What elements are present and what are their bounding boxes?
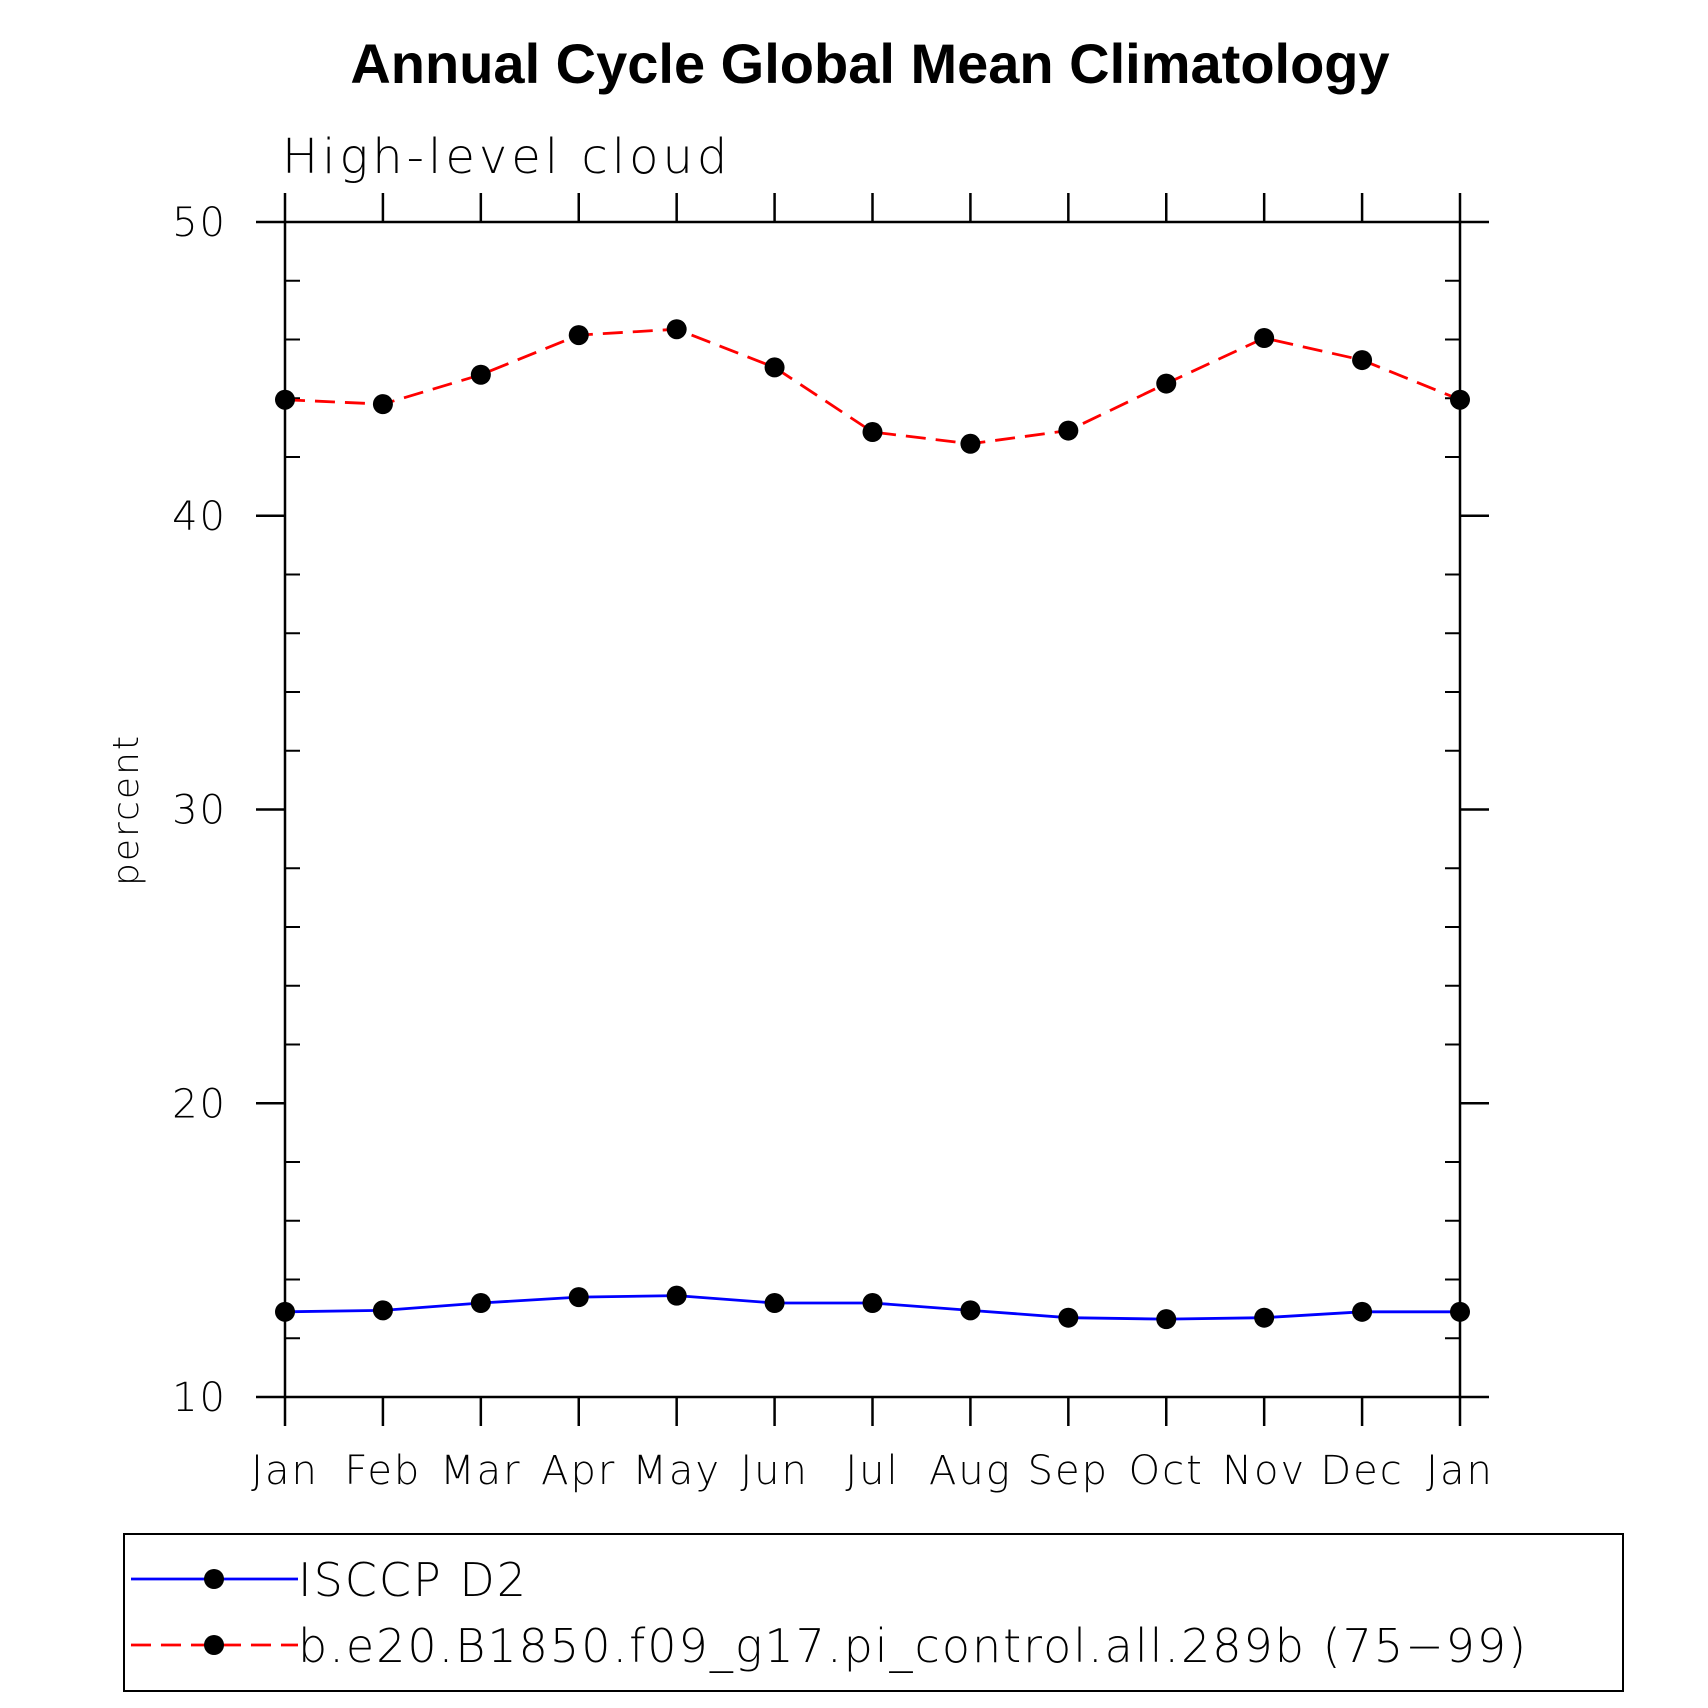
- data-point: [1352, 350, 1373, 371]
- data-point: [470, 364, 491, 385]
- data-point: [862, 1293, 883, 1313]
- data-point: [1254, 328, 1275, 349]
- data-point: [960, 433, 981, 454]
- data-point: [1156, 373, 1177, 394]
- x-tick-label: Feb: [345, 1448, 422, 1494]
- data-point: [1058, 420, 1079, 441]
- x-tick-label: May: [632, 1448, 721, 1494]
- data-point: [862, 422, 883, 443]
- y-tick-label: 40: [172, 494, 227, 540]
- x-tick-labels: Jan Feb Mar Apr May Jun Jul Aug Sep Oct Nov Dec Jan: [251, 1448, 1494, 1494]
- x-tick-label: Oct: [1129, 1448, 1204, 1494]
- chart-subtitle: High-level cloud: [282, 129, 731, 185]
- series-layer: [275, 319, 1470, 1330]
- y-tick-label: 10: [172, 1375, 227, 1421]
- x-tick-label: Apr: [541, 1448, 616, 1494]
- series-2: [275, 319, 1470, 454]
- legend-item: ISCCP D2: [131, 1553, 528, 1607]
- y-axis-label: percent: [106, 734, 147, 886]
- y-tick-label: 50: [172, 200, 227, 246]
- x-tick-label: Nov: [1222, 1448, 1306, 1494]
- data-point: [1254, 1307, 1275, 1328]
- data-point: [1450, 389, 1470, 410]
- legend-label: ISCCP D2: [298, 1553, 528, 1607]
- data-point: [275, 1301, 295, 1322]
- data-point: [764, 357, 785, 378]
- x-tick-label: Jan: [251, 1448, 319, 1494]
- x-tick-label: Aug: [929, 1448, 1012, 1494]
- data-point: [372, 394, 393, 415]
- x-tick-label: Jan: [1426, 1448, 1494, 1494]
- x-tick-label: Dec: [1320, 1448, 1403, 1494]
- data-point: [275, 389, 295, 410]
- data-point: [1058, 1307, 1079, 1328]
- data-point: [1450, 1301, 1470, 1322]
- chart-title: Annual Cycle Global Mean Climatology: [350, 32, 1389, 95]
- y-tick-label: 20: [172, 1081, 227, 1127]
- data-point: [470, 1293, 491, 1313]
- legend-box: [123, 1533, 1624, 1692]
- legend-label: b.e20.B1850.f09_g17.pi_control.all.289b …: [298, 1619, 1528, 1673]
- data-point: [372, 1300, 393, 1321]
- data-point: [1352, 1301, 1373, 1322]
- series-1: [275, 1285, 1470, 1330]
- axis-ticks: [256, 193, 1489, 1426]
- x-tick-label: Mar: [440, 1448, 521, 1494]
- data-point: [960, 1300, 981, 1321]
- y-tick-label: 30: [172, 788, 227, 834]
- legend: ISCCP D2 b.e20.B1850.f09_g17.pi_control.a…: [131, 1553, 1528, 1673]
- legend-marker: [204, 1635, 224, 1655]
- data-point: [568, 1287, 589, 1308]
- x-tick-label: Jun: [740, 1448, 809, 1494]
- legend-marker: [204, 1569, 224, 1589]
- data-point: [764, 1293, 785, 1313]
- data-point: [1156, 1309, 1177, 1330]
- data-point: [666, 319, 687, 340]
- plot-frame: [283, 220, 1462, 1399]
- data-point: [568, 325, 589, 346]
- x-tick-label: Jul: [845, 1448, 899, 1494]
- legend-item: b.e20.B1850.f09_g17.pi_control.all.289b …: [131, 1619, 1528, 1673]
- y-tick-labels: 10 20 30 40 50: [172, 200, 227, 1421]
- data-point: [666, 1285, 687, 1306]
- x-tick-label: Sep: [1028, 1448, 1109, 1494]
